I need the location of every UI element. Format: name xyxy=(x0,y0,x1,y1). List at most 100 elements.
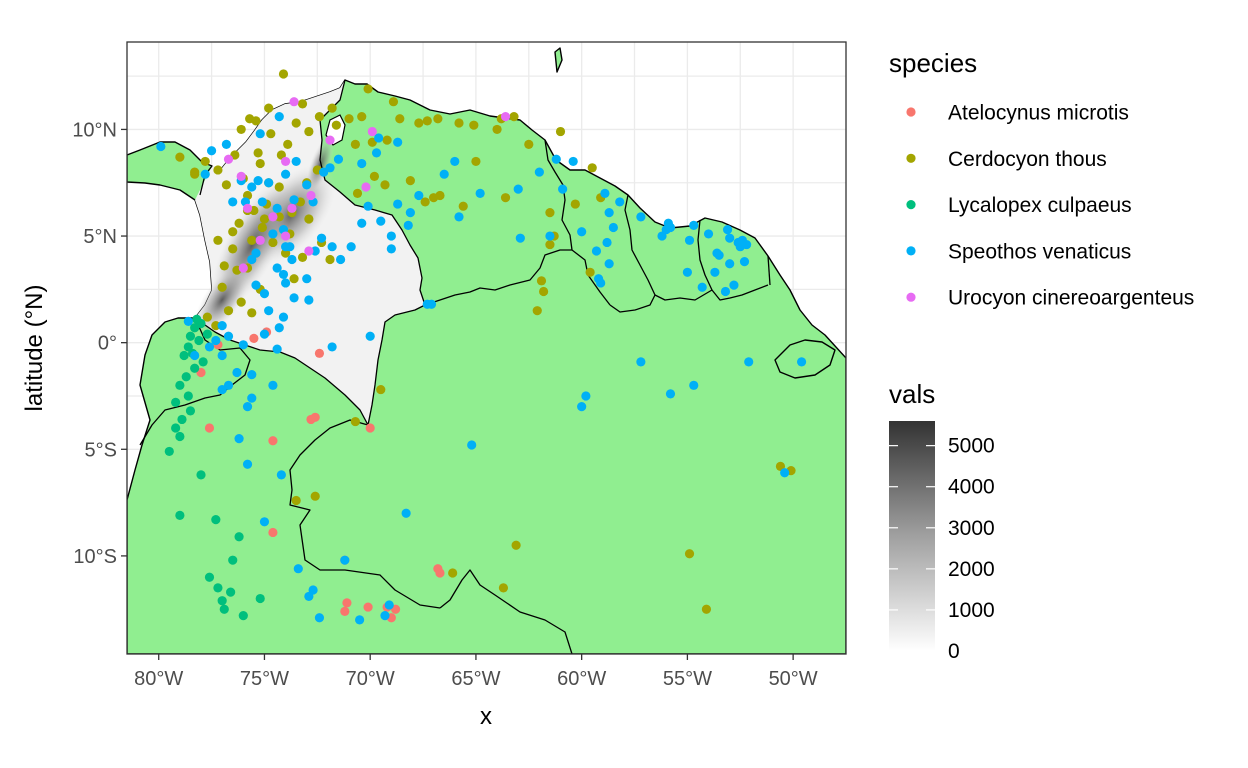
occurrence-point xyxy=(185,406,196,416)
occurrence-point xyxy=(374,133,384,143)
occurrence-point xyxy=(403,220,413,230)
occurrence-point xyxy=(204,342,215,352)
occurrence-point xyxy=(380,611,390,621)
occurrence-point xyxy=(192,314,202,324)
occurrence-point xyxy=(247,182,257,192)
occurrence-point xyxy=(422,299,432,309)
occurrence-point xyxy=(346,242,356,252)
colorbar-label: 4000 xyxy=(948,476,995,499)
colorbar-label: 2000 xyxy=(948,558,995,581)
y-tick-label: 10°N xyxy=(72,119,117,141)
occurrence-point xyxy=(414,118,424,128)
occurrence-point xyxy=(211,335,221,346)
occurrence-point xyxy=(228,244,238,254)
occurrence-point xyxy=(257,197,267,207)
occurrence-point xyxy=(228,227,238,237)
occurrence-point xyxy=(689,380,699,390)
occurrence-point xyxy=(684,235,695,245)
occurrence-point xyxy=(684,549,695,559)
occurrence-point xyxy=(577,402,587,412)
legend-label: Lycalopex culpaeus xyxy=(948,194,1132,217)
occurrence-point xyxy=(448,568,458,578)
occurrence-point xyxy=(310,246,320,256)
occurrence-point xyxy=(274,323,284,333)
occurrence-point xyxy=(304,214,314,224)
occurrence-point xyxy=(435,190,445,201)
occurrence-point xyxy=(665,389,676,399)
occurrence-point xyxy=(325,254,335,265)
occurrence-point xyxy=(515,233,525,243)
occurrence-point xyxy=(393,199,403,209)
occurrence-point xyxy=(357,218,367,228)
occurrence-point xyxy=(500,193,511,203)
occurrence-point xyxy=(725,233,735,243)
occurrence-point xyxy=(697,282,707,292)
occurrence-point xyxy=(739,257,750,267)
occurrence-point xyxy=(532,306,542,316)
occurrence-point xyxy=(223,331,234,341)
occurrence-point xyxy=(255,235,265,245)
occurrence-point xyxy=(213,583,223,593)
occurrence-point xyxy=(175,152,185,162)
occurrence-point xyxy=(401,508,411,518)
occurrence-point xyxy=(287,203,297,213)
occurrence-point xyxy=(796,357,807,367)
legend-key xyxy=(906,153,916,163)
occurrence-point xyxy=(304,246,314,256)
border-peru-bolivia xyxy=(439,569,573,654)
occurrence-point xyxy=(185,331,196,341)
occurrence-point xyxy=(340,555,350,565)
occurrence-point xyxy=(498,583,509,593)
occurrence-point xyxy=(171,423,181,433)
occurrence-point xyxy=(217,321,227,331)
occurrence-point xyxy=(285,242,295,252)
occurrence-point xyxy=(325,135,335,145)
occurrence-point xyxy=(264,103,274,113)
occurrence-point xyxy=(342,598,352,608)
colorbar-label: 3000 xyxy=(948,517,995,540)
occurrence-point xyxy=(255,158,265,169)
andes-relief-east xyxy=(306,136,334,194)
occurrence-point xyxy=(475,188,485,199)
occurrence-point xyxy=(257,222,267,233)
occurrence-point xyxy=(293,564,303,574)
colorbar-label: 0 xyxy=(948,640,960,663)
occurrence-point xyxy=(604,207,614,218)
occurrence-point xyxy=(382,135,392,145)
occurrence-point xyxy=(236,297,246,307)
occurrence-point xyxy=(577,227,587,237)
occurrence-point xyxy=(272,263,282,273)
occurrence-point xyxy=(238,340,248,350)
occurrence-point xyxy=(722,225,733,235)
occurrence-point xyxy=(204,423,215,433)
occurrence-point xyxy=(206,146,217,156)
vals-legend-breaks: 0 1000 2000 3000 4000 5000 xyxy=(889,435,995,663)
occurrence-point xyxy=(585,267,595,277)
x-tick-label: 70°W xyxy=(346,668,395,690)
occurrence-point xyxy=(242,203,253,213)
occurrence-point xyxy=(363,602,373,612)
occurrence-point xyxy=(219,261,229,271)
occurrence-point xyxy=(587,163,597,173)
x-tick-label: 50°W xyxy=(769,668,818,690)
y-tick-label: 5°N xyxy=(83,226,117,248)
occurrence-point xyxy=(268,237,278,248)
occurrence-point xyxy=(319,167,329,177)
occurrence-point xyxy=(156,141,166,152)
occurrence-point xyxy=(291,118,301,128)
occurrence-point xyxy=(570,199,580,209)
occurrence-point xyxy=(492,124,502,135)
series-lycalopex-culpaeus xyxy=(164,314,265,621)
occurrence-point xyxy=(729,280,739,290)
occurrence-point xyxy=(194,335,204,346)
occurrence-point xyxy=(306,190,316,201)
occurrence-point xyxy=(545,207,555,218)
occurrence-point xyxy=(283,139,293,149)
x-tick-label: 55°W xyxy=(663,668,712,690)
occurrence-point xyxy=(232,367,242,378)
occurrence-point xyxy=(253,176,263,186)
occurrence-point xyxy=(268,527,278,538)
occurrence-point xyxy=(327,342,337,352)
occurrence-point xyxy=(689,220,699,230)
